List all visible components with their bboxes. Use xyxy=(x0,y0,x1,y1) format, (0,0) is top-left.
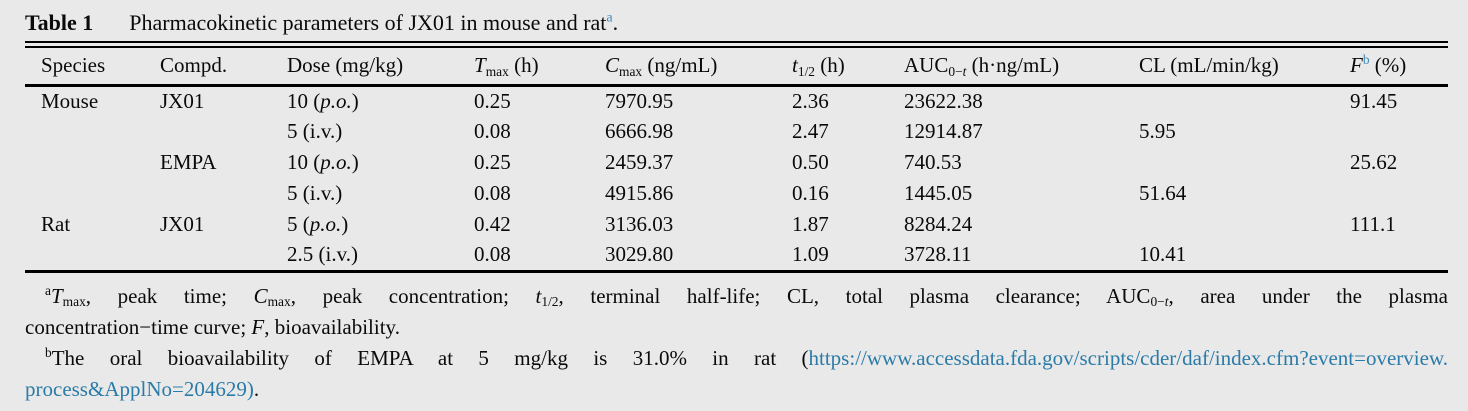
table-cell: 740.53 xyxy=(904,150,962,174)
table-footnotes: aTmax, peak time; Cmax, peak concentrati… xyxy=(25,281,1448,405)
table-number: Table 1 xyxy=(25,10,94,35)
table-cell: 5 (i.v.) xyxy=(287,119,343,143)
table-cell: 1.87 xyxy=(792,212,829,236)
table-cell xyxy=(160,116,287,147)
table-cell: Mouse xyxy=(41,88,99,113)
rule-line xyxy=(25,46,1448,48)
table-cell: JX01 xyxy=(160,212,205,236)
table-row: Mouse JX01 10 (p.o.) 0.25 7970.95 2.36 23622.3… xyxy=(25,85,1448,116)
column-header: CL (mL/min/kg) xyxy=(1139,48,1350,87)
table-cell: 1445.05 xyxy=(904,181,973,205)
table-cell: 0.08 xyxy=(474,181,511,205)
table-cell: 6666.98 xyxy=(605,119,674,143)
table-cell: 2.36 xyxy=(792,88,829,113)
table-cell xyxy=(160,178,287,209)
table-row: 5 (i.v.) 0.08 6666.98 2.47 12914.87 5.95 xyxy=(25,116,1448,147)
table-cell: 3029.80 xyxy=(605,240,792,273)
table-cell xyxy=(1139,209,1350,240)
table-cell: 2.5 (i.v.) xyxy=(287,240,474,273)
table-cell: 0.25 xyxy=(474,150,511,174)
table-caption-text: Pharmacokinetic parameters of JX01 in mo… xyxy=(129,9,619,35)
fda-link[interactable]: https://www.accessdata.fda.gov/scripts/c… xyxy=(808,345,1448,370)
footnote-b-line1: bThe oral bioavailability of EMPA at 5 m… xyxy=(45,344,1448,370)
column-header: Tmax (h) xyxy=(474,48,605,87)
fda-link[interactable]: process&ApplNo=204629) xyxy=(25,376,254,401)
table-head: Species Compd. Dose (mg/kg) Tmax (h) Cmax (n… xyxy=(25,48,1448,87)
table-cell: 5 (p.o.) xyxy=(287,212,349,236)
table-cell xyxy=(1139,147,1350,178)
table-cell: JX01 xyxy=(160,88,205,113)
table-row: 2.5 (i.v.) 0.08 3029.80 1.09 3728.11 10.41 xyxy=(25,240,1448,273)
table-cell: Rat xyxy=(41,212,71,236)
table-caption: Table 1 Pharmacokinetic parameters of JX0… xyxy=(0,0,1468,38)
table-cell: 91.45 xyxy=(1350,88,1398,113)
table-cell: 8284.24 xyxy=(904,212,973,236)
table-cell: 51.64 xyxy=(1139,181,1187,205)
table-cell: 111.1 xyxy=(1350,212,1396,236)
table-cell xyxy=(1350,178,1448,209)
table-cell xyxy=(1139,85,1350,116)
footnote-a-line1: aTmax, peak time; Cmax, peak concentrati… xyxy=(45,282,1448,310)
column-header: AUC0−t (h·ng/mL) xyxy=(904,48,1139,87)
table-row: 5 (i.v.) 0.08 4915.86 0.16 1445.05 51.64 xyxy=(25,178,1448,209)
table-cell xyxy=(25,178,160,209)
table-cell: 0.50 xyxy=(792,150,829,174)
table-cell xyxy=(25,147,160,178)
column-header: Species xyxy=(25,48,160,87)
rule-line xyxy=(25,41,1448,43)
table-body: Mouse JX01 10 (p.o.) 0.25 7970.95 2.36 23622.3… xyxy=(25,85,1448,273)
footnote-a-line2: concentration−time curve; F, bioavailabi… xyxy=(25,314,400,339)
table-cell xyxy=(1350,240,1448,273)
table-cell: 10 (p.o.) xyxy=(287,150,359,174)
table-cell xyxy=(25,116,160,147)
table-cell: 25.62 xyxy=(1350,150,1398,174)
table-cell: 12914.87 xyxy=(904,119,983,143)
table-cell xyxy=(25,240,160,273)
table-cell: 0.25 xyxy=(474,88,511,113)
table-cell: 2459.37 xyxy=(605,150,674,174)
column-header: Dose (mg/kg) xyxy=(287,48,474,87)
table-cell xyxy=(160,240,287,273)
table-cell: 7970.95 xyxy=(605,88,674,113)
table-cell: 0.08 xyxy=(474,240,605,273)
table-header-row: Species Compd. Dose (mg/kg) Tmax (h) Cmax (n… xyxy=(25,48,1448,87)
table-cell: 1.09 xyxy=(792,240,904,273)
table-cell: 10.41 xyxy=(1139,240,1350,273)
table-row: EMPA 10 (p.o.) 0.25 2459.37 0.50 740.53 25.62 xyxy=(25,147,1448,178)
table-cell: 0.16 xyxy=(792,181,829,205)
pharmacokinetics-table: Species Compd. Dose (mg/kg) Tmax (h) Cmax (n… xyxy=(25,48,1448,273)
table-cell: 5 (i.v.) xyxy=(287,181,343,205)
table-cell: 3136.03 xyxy=(605,212,674,236)
table-cell: 3728.11 xyxy=(904,240,1139,273)
column-header: Cmax (ng/mL) xyxy=(605,48,792,87)
table-cell: 0.42 xyxy=(474,212,511,236)
table-cell xyxy=(1350,116,1448,147)
table-cell: 5.95 xyxy=(1139,119,1176,143)
table-row: Rat JX01 5 (p.o.) 0.42 3136.03 1.87 8284.24 111… xyxy=(25,209,1448,240)
table-cell: 23622.38 xyxy=(904,88,983,113)
table-cell: 4915.86 xyxy=(605,181,674,205)
column-header: Compd. xyxy=(160,48,287,87)
column-header: Fb (%) xyxy=(1350,48,1448,87)
table-cell: EMPA xyxy=(160,150,217,174)
table-cell: 10 (p.o.) xyxy=(287,88,359,113)
column-header: t1/2 (h) xyxy=(792,48,904,87)
table-top-double-rule xyxy=(25,41,1448,48)
table-cell: 2.47 xyxy=(792,119,829,143)
table-cell: 0.08 xyxy=(474,119,511,143)
footnote-b-line2: process&ApplNo=204629). xyxy=(25,376,260,401)
